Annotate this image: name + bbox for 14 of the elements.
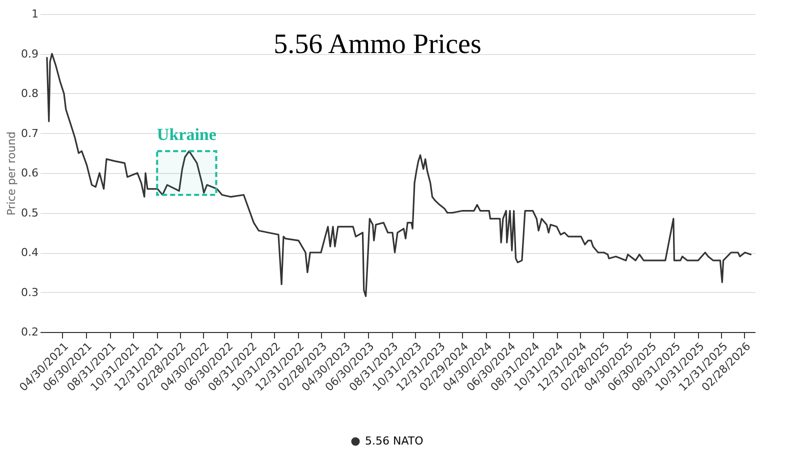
y-tick-label: 1 — [32, 8, 38, 20]
y-tick-label: 0.8 — [21, 87, 38, 100]
y-tick-label: 0.9 — [21, 47, 38, 60]
y-axis-title: Price per round — [5, 131, 18, 216]
y-tick-label: 0.3 — [21, 286, 38, 299]
legend-label: 5.56 NATO — [365, 434, 424, 448]
y-tick-label: 0.7 — [21, 126, 38, 140]
band-label: Ukraine — [156, 125, 217, 144]
line-series — [46, 52, 752, 298]
y-tick-label: 0.2 — [21, 326, 38, 338]
y-tick-label: 0.5 — [21, 206, 38, 220]
text: 5.56 Ammo Prices — [274, 29, 482, 60]
y-tick-label: 0.6 — [21, 166, 38, 180]
y-tick-label: 0.4 — [21, 246, 38, 259]
